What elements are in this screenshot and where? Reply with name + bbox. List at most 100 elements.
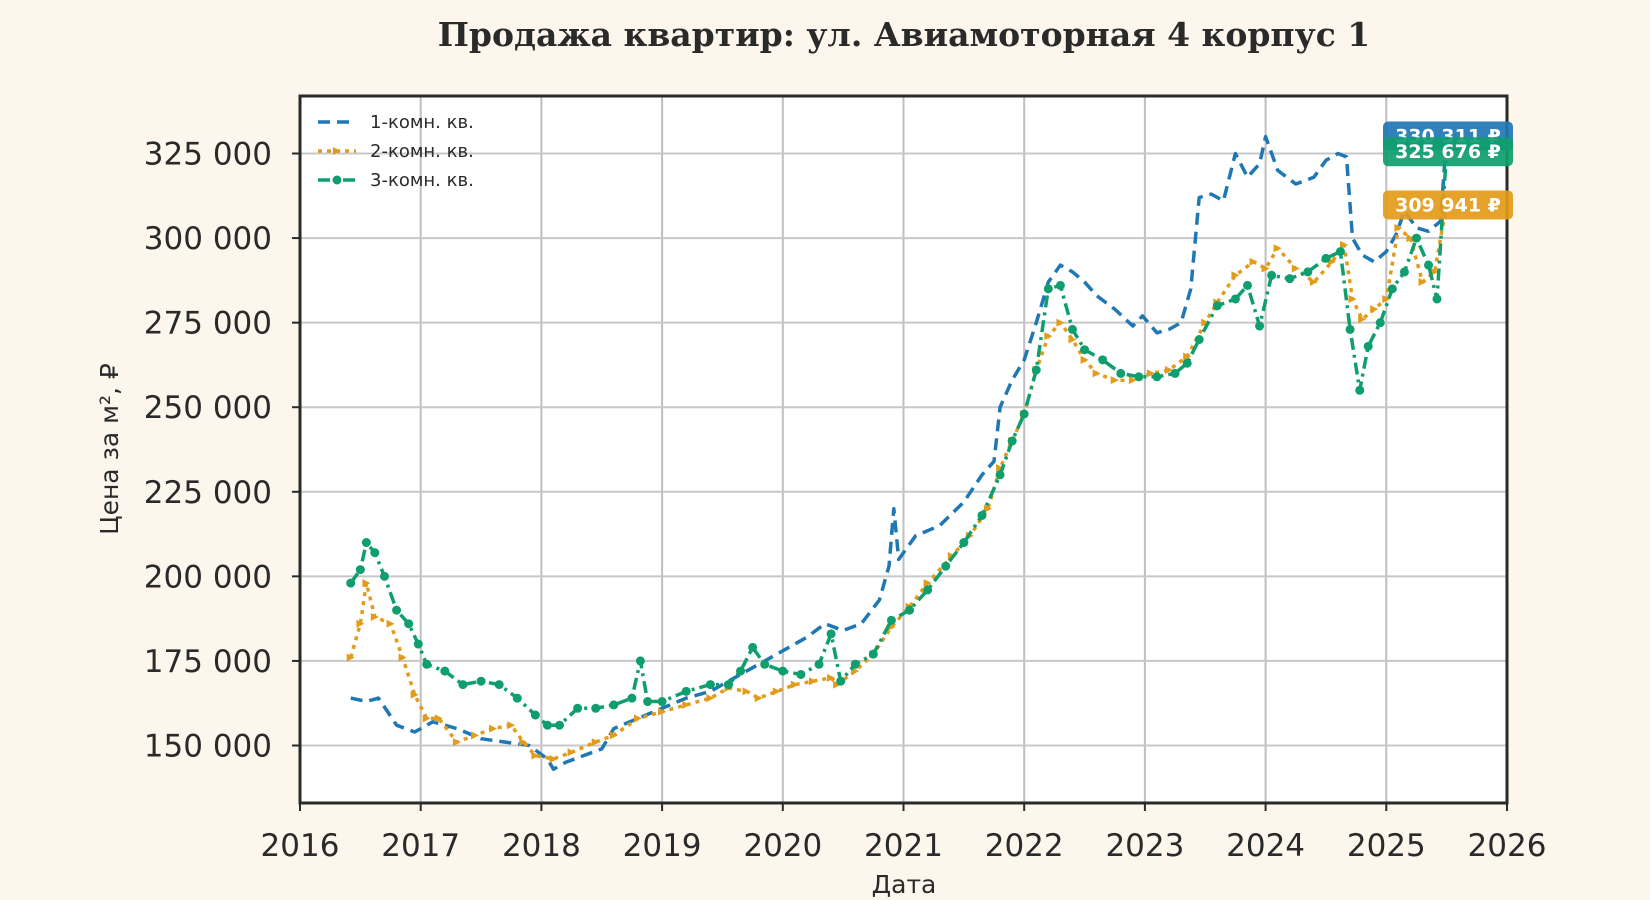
y-tick-label: 225 000	[144, 475, 272, 511]
data-point	[1044, 332, 1053, 341]
data-point	[519, 738, 528, 747]
data-point	[705, 680, 715, 690]
data-point	[476, 676, 486, 686]
data-point	[1348, 294, 1357, 303]
data-point	[808, 677, 817, 686]
series-line	[350, 134, 1449, 771]
data-point	[379, 571, 389, 581]
y-tick-label: 325 000	[144, 137, 272, 173]
data-point	[1092, 369, 1101, 378]
data-point	[410, 690, 419, 699]
data-point	[1424, 260, 1434, 270]
data-point	[1370, 305, 1379, 314]
data-point	[723, 680, 733, 690]
data-point	[1432, 294, 1442, 304]
x-tick-label: 2022	[985, 828, 1064, 864]
x-tick-label: 2023	[1105, 828, 1184, 864]
data-point	[627, 693, 637, 703]
data-point	[1394, 223, 1403, 232]
data-point	[434, 714, 443, 723]
data-point	[850, 659, 860, 669]
data-point	[983, 504, 992, 513]
legend-label: 3-комн. кв.	[370, 170, 474, 191]
data-point	[530, 710, 540, 720]
data-point	[1321, 253, 1331, 263]
data-point	[346, 578, 356, 588]
data-point	[742, 687, 751, 696]
data-point	[1080, 345, 1090, 355]
data-point	[1231, 271, 1240, 280]
data-point	[1182, 358, 1192, 368]
data-point	[657, 697, 667, 707]
data-point	[489, 724, 498, 733]
data-point	[923, 579, 932, 588]
data-point	[1387, 284, 1397, 294]
x-tick-label: 2016	[261, 828, 340, 864]
y-tick-label: 250 000	[144, 390, 272, 426]
data-point	[796, 669, 806, 679]
data-point	[1382, 294, 1391, 303]
data-point	[836, 676, 846, 686]
data-point	[1267, 270, 1277, 280]
legend-marker	[332, 175, 342, 185]
y-axis-ticks: 150 000 175 000 200 000 225 000 250 000 275 0…	[144, 137, 300, 764]
data-point	[1430, 267, 1439, 276]
data-point	[1411, 233, 1421, 243]
data-point	[1056, 318, 1065, 327]
data-point	[573, 703, 583, 713]
x-axis-ticks: 2016 2017 2018 2019 2020 2021 2022 2023 2024 2025…	[261, 803, 1546, 864]
data-point	[658, 707, 667, 716]
data-point	[1183, 352, 1192, 361]
data-point	[827, 673, 836, 682]
data-point	[1031, 365, 1041, 375]
data-point	[542, 720, 552, 730]
data-point	[905, 605, 915, 615]
data-point	[1418, 278, 1427, 287]
data-point	[1273, 244, 1282, 253]
data-point	[355, 565, 365, 575]
data-point	[1242, 280, 1252, 290]
data-point	[1249, 257, 1258, 266]
data-point	[512, 693, 522, 703]
data-point	[361, 538, 371, 548]
data-point	[1128, 376, 1137, 385]
x-tick-label: 2018	[502, 828, 581, 864]
data-point	[413, 639, 423, 649]
data-point	[591, 703, 601, 713]
data-point	[1152, 372, 1162, 382]
data-point	[748, 642, 758, 652]
data-point	[682, 700, 691, 709]
data-point	[609, 700, 619, 710]
data-point	[1067, 324, 1077, 334]
data-point	[422, 659, 432, 669]
data-point	[1080, 355, 1089, 364]
data-point	[790, 680, 799, 689]
data-point	[356, 619, 365, 628]
data-point	[458, 680, 468, 690]
y-tick-label: 275 000	[144, 306, 272, 342]
data-point	[643, 697, 653, 707]
data-point	[736, 666, 746, 676]
data-point	[1007, 436, 1017, 446]
data-point	[370, 548, 380, 558]
data-point	[1194, 335, 1204, 345]
data-point	[567, 748, 576, 757]
series-layer	[346, 134, 1452, 771]
data-point	[1303, 267, 1313, 277]
data-point	[531, 751, 540, 760]
data-point	[814, 659, 824, 669]
badge-label: 325 676 ₽	[1395, 141, 1501, 163]
data-point	[1098, 355, 1108, 365]
data-point	[591, 738, 600, 747]
data-point	[1055, 280, 1065, 290]
data-point	[1170, 368, 1180, 378]
data-point	[1043, 284, 1053, 294]
data-point	[422, 714, 431, 723]
data-point	[1345, 324, 1355, 334]
data-point	[1165, 366, 1174, 375]
legend-label: 2-комн. кв.	[370, 141, 474, 162]
y-tick-label: 300 000	[144, 221, 272, 257]
badge-label: 309 941 ₽	[1395, 194, 1501, 216]
data-point	[995, 470, 1005, 480]
data-point	[549, 755, 558, 764]
